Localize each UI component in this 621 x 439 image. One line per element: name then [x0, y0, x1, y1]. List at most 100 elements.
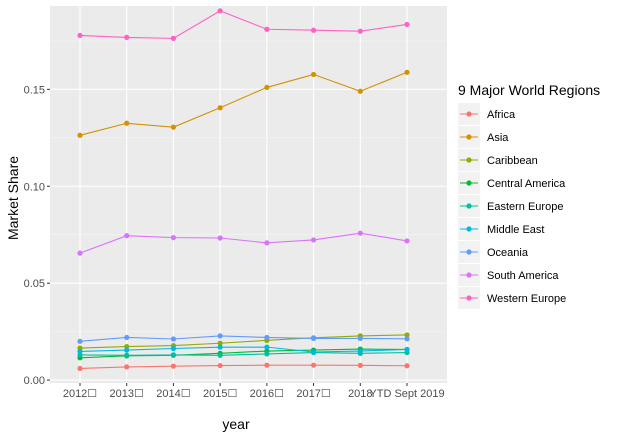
y-tick-label: 0.05: [24, 278, 45, 290]
series-line: [79, 335, 408, 342]
series-line: [79, 71, 408, 136]
legend-key-point: [466, 134, 472, 140]
legend-item: Western Europe: [458, 287, 566, 309]
data-point: [217, 340, 223, 346]
data-point: [264, 84, 270, 91]
legend-key-point: [466, 157, 472, 163]
data-point: [170, 35, 177, 41]
data-point: [357, 230, 363, 236]
series-line: [79, 232, 408, 254]
x-axis-title: year: [222, 416, 250, 432]
data-point: [404, 336, 410, 342]
data-point: [217, 362, 223, 369]
x-tick-label: 2018: [348, 388, 372, 400]
data-point: [310, 27, 317, 33]
y-tick-label: 0.00: [24, 375, 45, 387]
data-point: [124, 352, 130, 358]
data-point: [264, 26, 270, 32]
data-point: [357, 335, 363, 342]
data-point: [217, 105, 223, 111]
data-point: [170, 345, 177, 352]
data-point: [124, 334, 130, 341]
data-point: [77, 132, 83, 138]
data-point: [170, 363, 177, 369]
data-point: [264, 344, 270, 350]
legend-item: South America: [458, 264, 559, 286]
series-middle-east: [77, 344, 410, 355]
x-tick-label: 2013☐: [110, 388, 144, 400]
legend-label: Central America: [487, 178, 566, 190]
series-oceania: [77, 333, 410, 344]
legend-label: Western Europe: [487, 293, 566, 305]
legend-item: Central America: [458, 172, 566, 194]
legend-key-point: [466, 111, 472, 117]
legend-key-point: [466, 272, 472, 278]
legend-key-point: [466, 249, 472, 255]
data-point: [310, 237, 317, 243]
series-africa: [77, 362, 410, 372]
data-point: [170, 336, 177, 342]
series-line: [79, 10, 408, 39]
legend-label: Middle East: [487, 224, 544, 236]
data-point: [217, 344, 223, 350]
data-point: [217, 8, 223, 14]
data-point: [124, 364, 130, 370]
data-point: [217, 333, 223, 339]
data-point: [404, 21, 410, 28]
data-point: [124, 347, 130, 353]
data-point: [310, 349, 317, 355]
y-tick-label: 0.10: [24, 181, 45, 193]
data-point: [357, 28, 363, 34]
data-point: [217, 352, 223, 358]
series-line: [79, 334, 408, 349]
series-layer: [77, 8, 410, 372]
x-tick-label: 2014☐: [156, 388, 190, 400]
data-point: [77, 348, 83, 355]
legend-key-point: [466, 226, 472, 232]
series-line: [79, 346, 408, 353]
data-point: [357, 88, 363, 94]
y-tick-label: 0.15: [24, 84, 45, 96]
series-south-america: [77, 230, 410, 256]
x-tick-label: 2015☐: [203, 388, 237, 400]
data-point: [170, 352, 177, 358]
legend: 9 Major World Regions Africa Asia Caribbea…: [458, 82, 600, 309]
data-point: [310, 71, 317, 78]
data-point: [404, 346, 410, 353]
legend-item: Caribbean: [458, 149, 538, 171]
data-point: [357, 362, 363, 368]
legend-label: Oceania: [487, 247, 529, 259]
series-line: [79, 364, 408, 370]
legend-key-point: [466, 203, 472, 209]
legend-label: South America: [487, 270, 559, 282]
data-point: [77, 338, 83, 344]
series-western-europe: [77, 8, 410, 41]
data-point: [217, 235, 223, 241]
x-tick-label: 2016☐: [250, 388, 284, 400]
legend-title: 9 Major World Regions: [458, 82, 600, 98]
data-point: [264, 240, 270, 246]
plot-panel: [50, 6, 447, 383]
legend-key-point: [466, 180, 472, 186]
data-point: [357, 348, 363, 354]
y-axis-title: Market Share: [5, 156, 21, 240]
legend-key-point: [466, 295, 472, 301]
data-point: [264, 351, 270, 357]
series-asia: [77, 69, 410, 138]
legend-item: Middle East: [458, 218, 544, 240]
series-line: [79, 352, 408, 356]
legend-label: Africa: [487, 109, 516, 121]
legend-item: Africa: [458, 103, 516, 125]
legend-label: Caribbean: [487, 155, 538, 167]
data-point: [124, 233, 130, 239]
gridlines: [50, 6, 447, 383]
legend-item: Asia: [458, 126, 509, 148]
x-tick-label: 2012☐: [63, 388, 97, 400]
data-point: [404, 332, 410, 338]
data-point: [124, 34, 130, 41]
data-point: [170, 235, 177, 241]
x-tick-label: 2017☐: [296, 388, 330, 400]
legend-label: Eastern Europe: [487, 201, 563, 213]
